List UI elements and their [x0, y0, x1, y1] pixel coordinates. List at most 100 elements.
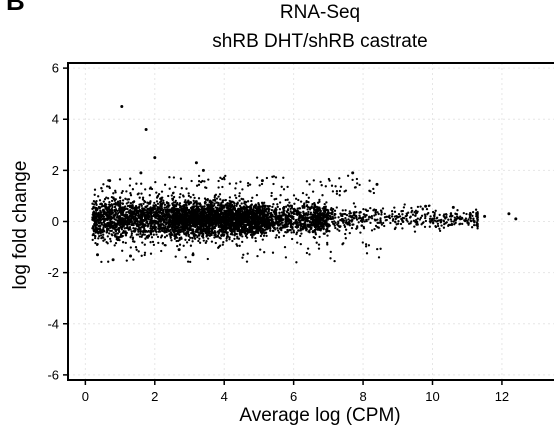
data-point [299, 200, 303, 203]
data-point [254, 232, 257, 235]
data-point [284, 230, 287, 234]
data-point [98, 227, 102, 230]
data-point [411, 213, 415, 216]
data-point [102, 218, 105, 221]
data-point [131, 236, 135, 239]
data-point [113, 234, 116, 237]
data-point [149, 206, 152, 209]
data-point [139, 228, 142, 231]
data-point [243, 226, 246, 229]
data-point [293, 207, 296, 211]
data-point [236, 229, 239, 233]
data-point [118, 208, 121, 212]
data-point [121, 202, 124, 205]
data-point [126, 204, 130, 208]
data-point [111, 212, 114, 215]
data-point [143, 215, 146, 218]
data-point [459, 218, 462, 221]
data-point [275, 217, 278, 220]
data-point [109, 218, 112, 222]
data-point [197, 197, 201, 200]
data-point [100, 223, 104, 226]
data-point [341, 209, 344, 212]
data-point [131, 188, 135, 191]
data-point [296, 221, 299, 224]
data-point [199, 219, 202, 223]
data-point [116, 232, 120, 235]
data-point [93, 217, 96, 220]
data-point [306, 208, 309, 211]
data-point [245, 205, 248, 208]
data-point [315, 215, 318, 218]
data-point [116, 212, 120, 215]
data-point [436, 216, 439, 219]
data-point [439, 221, 442, 224]
data-point [156, 202, 160, 205]
data-point [150, 236, 154, 239]
data-point [225, 237, 228, 240]
data-point [141, 207, 144, 210]
data-point [203, 228, 206, 231]
data-point [468, 213, 471, 216]
data-point [361, 220, 364, 223]
data-point [113, 226, 116, 230]
data-point [363, 220, 366, 223]
data-point [269, 212, 273, 215]
data-point [111, 221, 114, 224]
data-point [299, 228, 302, 231]
data-point [149, 229, 152, 232]
data-point [142, 202, 145, 205]
data-point [185, 219, 189, 222]
data-point [206, 227, 210, 230]
data-point [174, 227, 177, 230]
data-point [264, 219, 267, 222]
data-point [100, 230, 103, 233]
data-point [357, 217, 361, 220]
data-point [143, 199, 146, 203]
data-point [143, 233, 146, 236]
data-point [118, 215, 121, 218]
data-point [137, 233, 140, 236]
data-point [244, 234, 248, 238]
data-point [113, 210, 116, 213]
data-point [299, 214, 302, 218]
data-point [224, 198, 227, 202]
data-point [223, 226, 226, 229]
data-point [147, 229, 150, 233]
data-point [200, 228, 204, 232]
data-point [374, 219, 377, 222]
data-point [232, 224, 235, 227]
data-point [236, 244, 239, 247]
data-point [396, 215, 399, 218]
data-point [239, 207, 242, 210]
data-point [393, 210, 397, 213]
data-point [356, 225, 359, 228]
data-point [113, 217, 116, 221]
data-point [280, 221, 283, 224]
data-point [183, 229, 186, 232]
data-point [321, 219, 324, 222]
data-point [98, 235, 101, 238]
data-point [471, 210, 475, 214]
data-point [152, 243, 156, 247]
data-point [227, 220, 230, 223]
data-point [156, 235, 160, 239]
data-point [314, 231, 317, 234]
panel-label: B [6, 0, 25, 16]
data-point [102, 233, 105, 236]
data-point [456, 209, 459, 212]
data-point [143, 208, 146, 211]
data-point [297, 198, 300, 202]
data-point [203, 207, 206, 210]
data-point [183, 213, 186, 216]
data-point [240, 214, 243, 218]
data-point [415, 221, 418, 224]
data-point [146, 208, 149, 211]
data-point [155, 230, 158, 233]
data-point [361, 217, 364, 220]
data-point [382, 221, 385, 225]
data-point [106, 214, 109, 217]
data-point [286, 198, 289, 201]
data-point [151, 240, 155, 244]
data-point [266, 222, 270, 225]
